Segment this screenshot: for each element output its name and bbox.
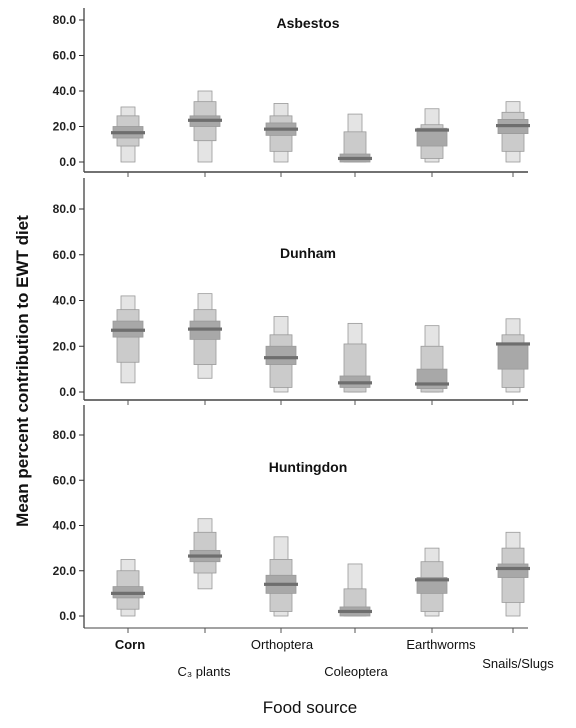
mean-bar	[188, 554, 222, 558]
mean-bar	[111, 591, 145, 595]
mean-bar	[415, 128, 449, 132]
y-tick-label: 0.0	[59, 155, 76, 169]
panel-title: Dunham	[280, 245, 336, 261]
box-coleoptera	[338, 322, 372, 393]
box-orthoptera	[264, 316, 298, 393]
mean-bar	[496, 124, 530, 128]
category-label: Corn	[115, 637, 145, 652]
category-label: Snails/Slugs	[482, 656, 554, 671]
box-c-plants	[188, 293, 222, 379]
box-corn	[111, 559, 145, 617]
box-snails-slugs	[496, 531, 530, 617]
y-tick-label: 20.0	[53, 339, 77, 353]
mean-bar	[264, 356, 298, 360]
box-coleoptera	[338, 113, 372, 163]
y-tick-label: 60.0	[53, 248, 77, 262]
mean-bar	[496, 342, 530, 346]
box-c-plants	[188, 90, 222, 163]
y-tick-label: 40.0	[53, 84, 77, 98]
category-label: Coleoptera	[324, 664, 388, 679]
y-tick-label: 80.0	[53, 202, 77, 216]
range-50-box	[416, 577, 448, 594]
y-tick-label: 40.0	[53, 519, 77, 533]
range-50-box	[497, 563, 529, 578]
mean-bar	[415, 382, 449, 386]
category-labels: Corn C₃ plants Orthoptera Coleoptera Earthwo…	[115, 637, 554, 679]
panel-huntingdon: 80.0 60.0 40.0 20.0 0.0 Huntingdon	[53, 405, 530, 633]
mean-bar	[111, 131, 145, 135]
range-50-box	[497, 343, 529, 370]
mean-bar	[338, 381, 372, 385]
range-50-box	[265, 345, 297, 365]
box-c-plants	[188, 518, 222, 590]
mean-bar	[188, 327, 222, 331]
box-orthoptera	[264, 103, 298, 163]
box-earthworms	[415, 547, 449, 617]
box-earthworms	[415, 108, 449, 163]
y-tick-label: 80.0	[53, 13, 77, 27]
mean-bar	[264, 582, 298, 586]
y-tick-label: 20.0	[53, 564, 77, 578]
range-50-box	[416, 368, 448, 389]
panel-asbestos: 80.0 60.0 40.0 20.0 0.0 Asbestos	[53, 8, 530, 177]
y-tick-label: 40.0	[53, 294, 77, 308]
box-snails-slugs	[496, 318, 530, 393]
box-coleoptera	[338, 563, 372, 617]
mean-bar	[264, 127, 298, 131]
y-tick-label: 20.0	[53, 120, 77, 134]
y-tick-label: 0.0	[59, 609, 76, 623]
panels-group: 80.0 60.0 40.0 20.0 0.0 Asbestos 80.0 60.0 40.0 2…	[53, 8, 530, 633]
y-axis-title: Mean percent contribution to EWT diet	[13, 215, 32, 527]
range-50-box	[416, 127, 448, 147]
panel-title: Asbestos	[276, 15, 339, 31]
y-tick-label: 80.0	[53, 428, 77, 442]
mean-bar	[338, 156, 372, 161]
box-orthoptera	[264, 536, 298, 617]
mean-bar	[415, 578, 449, 582]
x-axis-title: Food source	[263, 698, 358, 717]
mean-bar	[111, 328, 145, 332]
mean-bar	[188, 118, 222, 122]
box-corn	[111, 295, 145, 384]
panel-dunham: 80.0 60.0 40.0 20.0 0.0 Dunham	[53, 178, 530, 405]
mean-bar	[496, 566, 530, 571]
box-corn	[111, 106, 145, 163]
category-label: C₃ plants	[178, 664, 231, 679]
category-label: Earthworms	[406, 637, 476, 652]
box-snails-slugs	[496, 101, 530, 163]
panel-title: Huntingdon	[269, 459, 348, 475]
box-earthworms	[415, 325, 449, 393]
mean-bar	[338, 609, 372, 614]
y-tick-label: 60.0	[53, 49, 77, 63]
category-label: Orthoptera	[251, 637, 314, 652]
y-tick-label: 0.0	[59, 385, 76, 399]
y-tick-label: 60.0	[53, 473, 77, 487]
